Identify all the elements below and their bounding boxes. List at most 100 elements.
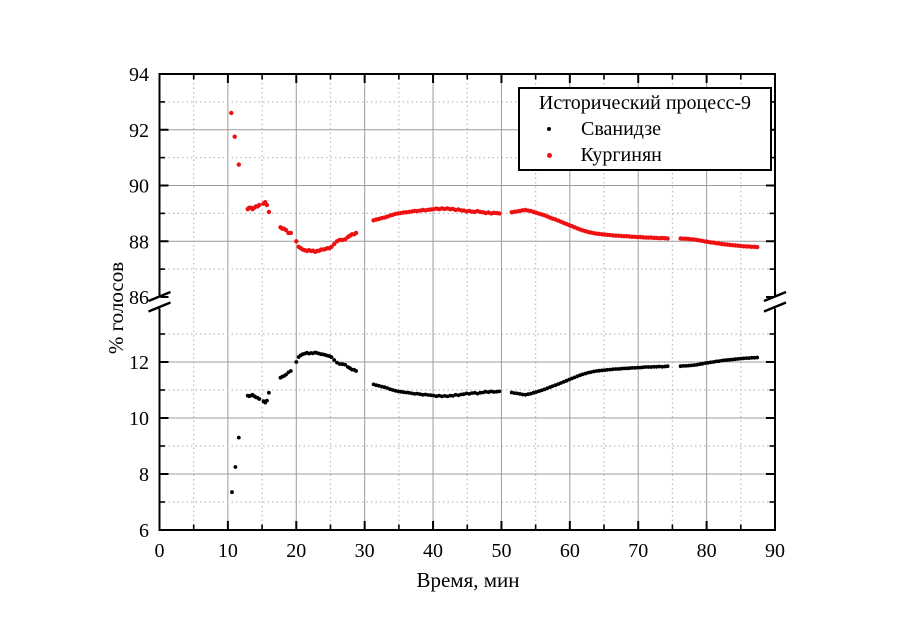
- x-tick-label: 20: [286, 540, 306, 562]
- data-point-svanidze: [343, 362, 348, 367]
- data-point-svanidze: [613, 367, 618, 371]
- data-point-svanidze: [492, 390, 496, 394]
- data-point-kurginyan: [257, 202, 262, 208]
- x-tick-label: 90: [765, 540, 785, 562]
- data-point-kurginyan: [266, 209, 272, 215]
- x-tick-label: 40: [423, 540, 443, 562]
- data-point-svanidze: [329, 355, 334, 360]
- data-point-svanidze: [512, 391, 517, 395]
- legend-item-svanidze: Сванидзе: [520, 116, 770, 142]
- data-point-kurginyan: [497, 211, 502, 216]
- x-axis-title: Время, мин: [416, 568, 520, 592]
- data-point-svanidze: [635, 365, 640, 370]
- data-point-svanidze: [233, 465, 238, 469]
- data-point-svanidze: [744, 356, 749, 360]
- y-tick-label: 12: [129, 352, 149, 374]
- y-tick-label: 88: [129, 231, 149, 253]
- legend-item-kurginyan: Кургинян: [520, 142, 770, 168]
- y-tick-label: 86: [129, 287, 149, 309]
- x-tick-label: 60: [560, 540, 580, 562]
- y-tick-label: 6: [139, 520, 149, 542]
- data-point-svanidze: [749, 355, 754, 360]
- data-point-svanidze: [453, 392, 458, 397]
- data-point-svanidze: [652, 364, 656, 369]
- data-point-svanidze: [337, 362, 342, 366]
- data-point-svanidze: [611, 367, 615, 372]
- data-point-svanidze: [646, 365, 651, 369]
- data-point-svanidze: [288, 369, 293, 373]
- legend-title: Исторический процесс-9: [538, 92, 752, 114]
- y-tick-label: 10: [129, 408, 149, 430]
- data-point-svanidze: [354, 369, 358, 373]
- data-point-svanidze: [267, 390, 271, 395]
- data-point-svanidze: [265, 398, 269, 403]
- x-tick-label: 70: [628, 540, 648, 562]
- data-point-svanidze: [643, 365, 648, 369]
- data-point-svanidze: [741, 356, 746, 361]
- data-point-svanidze: [681, 364, 686, 368]
- data-point-svanidze: [619, 366, 623, 371]
- y-axis-title: % голосов: [104, 261, 128, 355]
- data-point-kurginyan: [329, 244, 334, 249]
- data-point-svanidze: [230, 490, 234, 495]
- axis-break-mark: [148, 290, 171, 303]
- data-point-svanidze: [665, 364, 670, 369]
- data-point-kurginyan: [353, 230, 359, 236]
- data-point-kurginyan: [232, 134, 237, 139]
- data-point-svanidze: [624, 366, 629, 371]
- data-point-svanidze: [294, 360, 299, 364]
- data-point-svanidze: [478, 390, 483, 395]
- data-point-kurginyan: [264, 202, 270, 208]
- data-point-svanidze: [597, 368, 602, 373]
- data-point-kurginyan: [332, 241, 337, 247]
- data-point-svanidze: [755, 355, 760, 360]
- data-point-svanidze: [622, 366, 626, 371]
- data-point-svanidze: [257, 397, 262, 401]
- y-tick-label: 92: [129, 120, 149, 142]
- data-point-svanidze: [649, 365, 654, 369]
- axis-break-mark: [763, 301, 787, 313]
- x-tick-label: 30: [355, 540, 375, 562]
- data-point-svanidze: [725, 358, 729, 362]
- data-point-kurginyan: [288, 230, 293, 236]
- data-point-svanidze: [733, 357, 738, 362]
- x-tick-label: 50: [491, 540, 511, 562]
- data-point-svanidze: [284, 372, 288, 377]
- data-point-svanidze: [708, 360, 713, 365]
- data-point-svanidze: [703, 361, 708, 365]
- data-point-svanidze: [440, 394, 444, 399]
- kurginyan-marker-icon: [546, 152, 552, 158]
- legend-label-svanidze: Сванидзе: [581, 117, 661, 140]
- data-point-svanidze: [678, 364, 683, 369]
- data-point-svanidze: [686, 363, 691, 368]
- data-point-kurginyan: [236, 162, 241, 167]
- axis-break-mark: [148, 301, 171, 313]
- data-point-svanidze: [627, 366, 632, 371]
- y-tick-label: 8: [139, 464, 149, 486]
- data-point-svanidze: [497, 389, 502, 394]
- x-tick-label: 0: [155, 540, 165, 562]
- data-point-svanidze: [423, 392, 428, 397]
- y-tick-label: 90: [129, 176, 149, 198]
- data-point-svanidze: [605, 367, 610, 372]
- data-point-svanidze: [657, 364, 662, 369]
- axis-break-gap: [772, 295, 778, 309]
- data-point-svanidze: [520, 392, 525, 397]
- x-tick-label: 10: [218, 540, 238, 562]
- data-point-svanidze: [630, 366, 634, 370]
- data-point-kurginyan: [294, 239, 299, 244]
- data-point-kurginyan: [229, 110, 234, 116]
- axis-break-gap: [157, 295, 162, 309]
- x-tick-label: 80: [697, 540, 717, 562]
- axis-break-mark: [763, 290, 787, 303]
- data-point-svanidze: [332, 358, 337, 362]
- legend-label-kurginyan: Кургинян: [580, 143, 662, 166]
- data-point-svanidze: [401, 390, 406, 395]
- data-point-svanidze: [738, 356, 743, 361]
- data-point-svanidze: [470, 391, 474, 395]
- y-tick-label: 94: [129, 64, 149, 86]
- data-point-svanidze: [483, 389, 488, 394]
- legend: Исторический процесс-9 Сванидзе Кургинян: [518, 87, 772, 171]
- data-point-kurginyan: [665, 236, 670, 241]
